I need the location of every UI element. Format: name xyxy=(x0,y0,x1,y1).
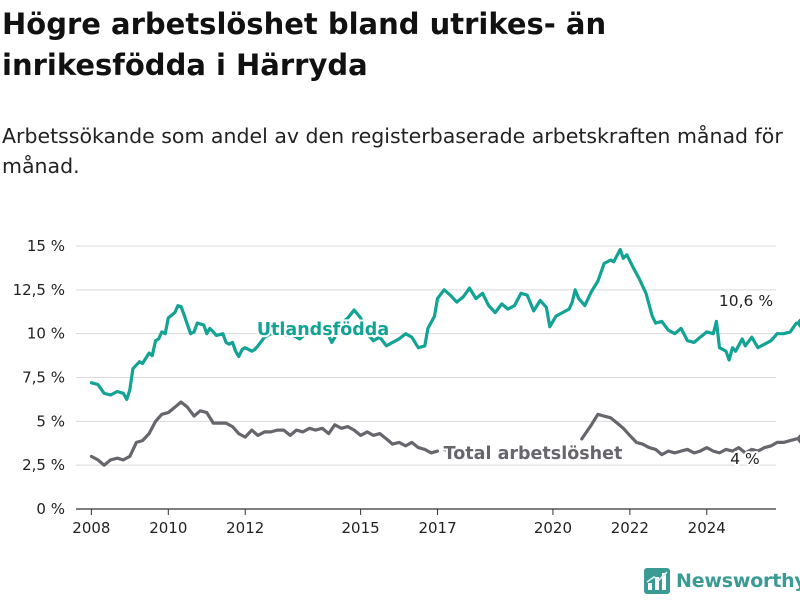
bar-chart-logo-icon xyxy=(644,568,670,594)
series-label-utlandsfodda: Utlandsfödda xyxy=(257,320,389,340)
x-tick-label: 2008 xyxy=(72,519,110,537)
end-label-utlandsfodda: 10,6 % xyxy=(719,292,773,310)
gridlines xyxy=(76,245,776,510)
series-labels: Utlandsfödda Total arbetslöshet 10,6 % 4… xyxy=(255,292,773,470)
end-point-total-arbetsloshet xyxy=(797,434,800,444)
end-label-total-arbetsloshet: 4 % xyxy=(730,450,760,468)
y-tick-label: 2,5 % xyxy=(22,456,65,474)
y-tick-label: 7,5 % xyxy=(22,369,65,387)
y-tick-label: 12,5 % xyxy=(13,281,65,299)
series-label-total-arbetsloshet: Total arbetslöshet xyxy=(444,444,623,464)
chart-subtitle: Arbetssökande som andel av den registerb… xyxy=(2,124,783,178)
brand-name: Newsworthy xyxy=(676,570,800,592)
series-line-total-arbetsloshet xyxy=(442,447,452,453)
series-lines xyxy=(89,247,800,467)
y-tick-label: 10 % xyxy=(27,325,65,343)
newsworthy-brand[interactable]: Newsworthy xyxy=(644,568,800,594)
y-tick-label: 5 % xyxy=(36,412,65,430)
series-line-utlandsfodda xyxy=(89,247,800,401)
series-line-total-arbetsloshet xyxy=(89,400,440,467)
axes: 0 % 2,5 % 5 % 7,5 % 10 % 12,5 % 15 % 2008 2010 20… xyxy=(13,237,726,537)
y-tick-label: 0 % xyxy=(36,500,65,518)
x-tick-label: 2012 xyxy=(226,519,264,537)
end-point-utlandsfodda xyxy=(797,318,800,328)
x-tick-label: 2020 xyxy=(534,519,572,537)
x-tick-label: 2010 xyxy=(149,519,187,537)
x-tick-label: 2017 xyxy=(418,519,456,537)
series-line-total-arbetsloshet xyxy=(580,412,800,457)
chart-title: Högre arbetslöshet bland utrikes- än inr… xyxy=(2,7,607,82)
x-tick-label: 2022 xyxy=(611,519,649,537)
y-tick-label: 15 % xyxy=(27,237,65,255)
x-tick-label: 2015 xyxy=(342,519,380,537)
x-tick-label: 2024 xyxy=(688,519,726,537)
